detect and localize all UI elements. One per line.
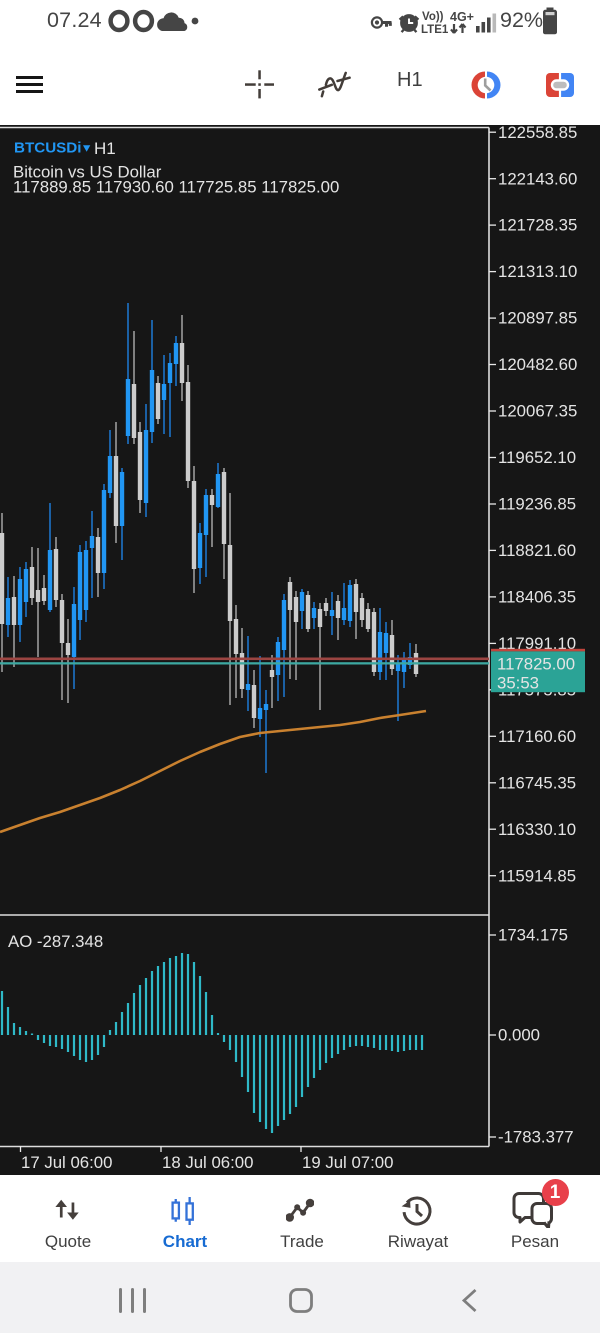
svg-text:118406.35: 118406.35 <box>498 588 576 607</box>
svg-text:116745.35: 116745.35 <box>498 773 576 792</box>
svg-text:121728.35: 121728.35 <box>498 216 577 235</box>
svg-text:AO -287.348: AO -287.348 <box>8 932 103 951</box>
svg-text:116330.10: 116330.10 <box>498 820 576 839</box>
svg-text:35:53: 35:53 <box>497 674 539 693</box>
svg-text:-1783.377: -1783.377 <box>498 1128 574 1147</box>
svg-text:115914.85: 115914.85 <box>498 866 576 885</box>
svg-text:LTE1: LTE1 <box>421 24 449 36</box>
svg-text:122558.85: 122558.85 <box>498 125 577 142</box>
svg-text:117825.00: 117825.00 <box>497 655 575 674</box>
svg-text:17 Jul 06:00: 17 Jul 06:00 <box>21 1153 112 1172</box>
svg-text:Bitcoin vs US Dollar: Bitcoin vs US Dollar <box>13 163 162 182</box>
svg-text:19 Jul 07:00: 19 Jul 07:00 <box>302 1153 393 1172</box>
svg-text:120482.60: 120482.60 <box>498 355 577 374</box>
svg-text:18 Jul 06:00: 18 Jul 06:00 <box>162 1153 253 1172</box>
svg-text:H1: H1 <box>94 139 116 158</box>
svg-text:122143.60: 122143.60 <box>498 169 577 188</box>
svg-text:119652.10: 119652.10 <box>498 448 576 467</box>
svg-text:117991.10: 117991.10 <box>498 634 576 653</box>
svg-text:121313.10: 121313.10 <box>498 262 577 281</box>
svg-text:BTCUSDi: BTCUSDi <box>14 140 82 157</box>
svg-text:120067.35: 120067.35 <box>498 402 577 421</box>
svg-text:119236.85: 119236.85 <box>498 495 576 514</box>
svg-text:Vo)): Vo)) <box>422 11 444 23</box>
svg-text:0.000: 0.000 <box>498 1026 540 1045</box>
svg-text:120897.85: 120897.85 <box>498 309 577 328</box>
svg-text:117160.60: 117160.60 <box>498 727 576 746</box>
svg-text:117889.85 117930.60 117725.85: 117889.85 117930.60 117725.85 117825.00 <box>13 178 339 197</box>
svg-text:1734.175: 1734.175 <box>498 926 568 945</box>
svg-text:118821.60: 118821.60 <box>498 541 576 560</box>
svg-text:4G+: 4G+ <box>450 10 474 24</box>
